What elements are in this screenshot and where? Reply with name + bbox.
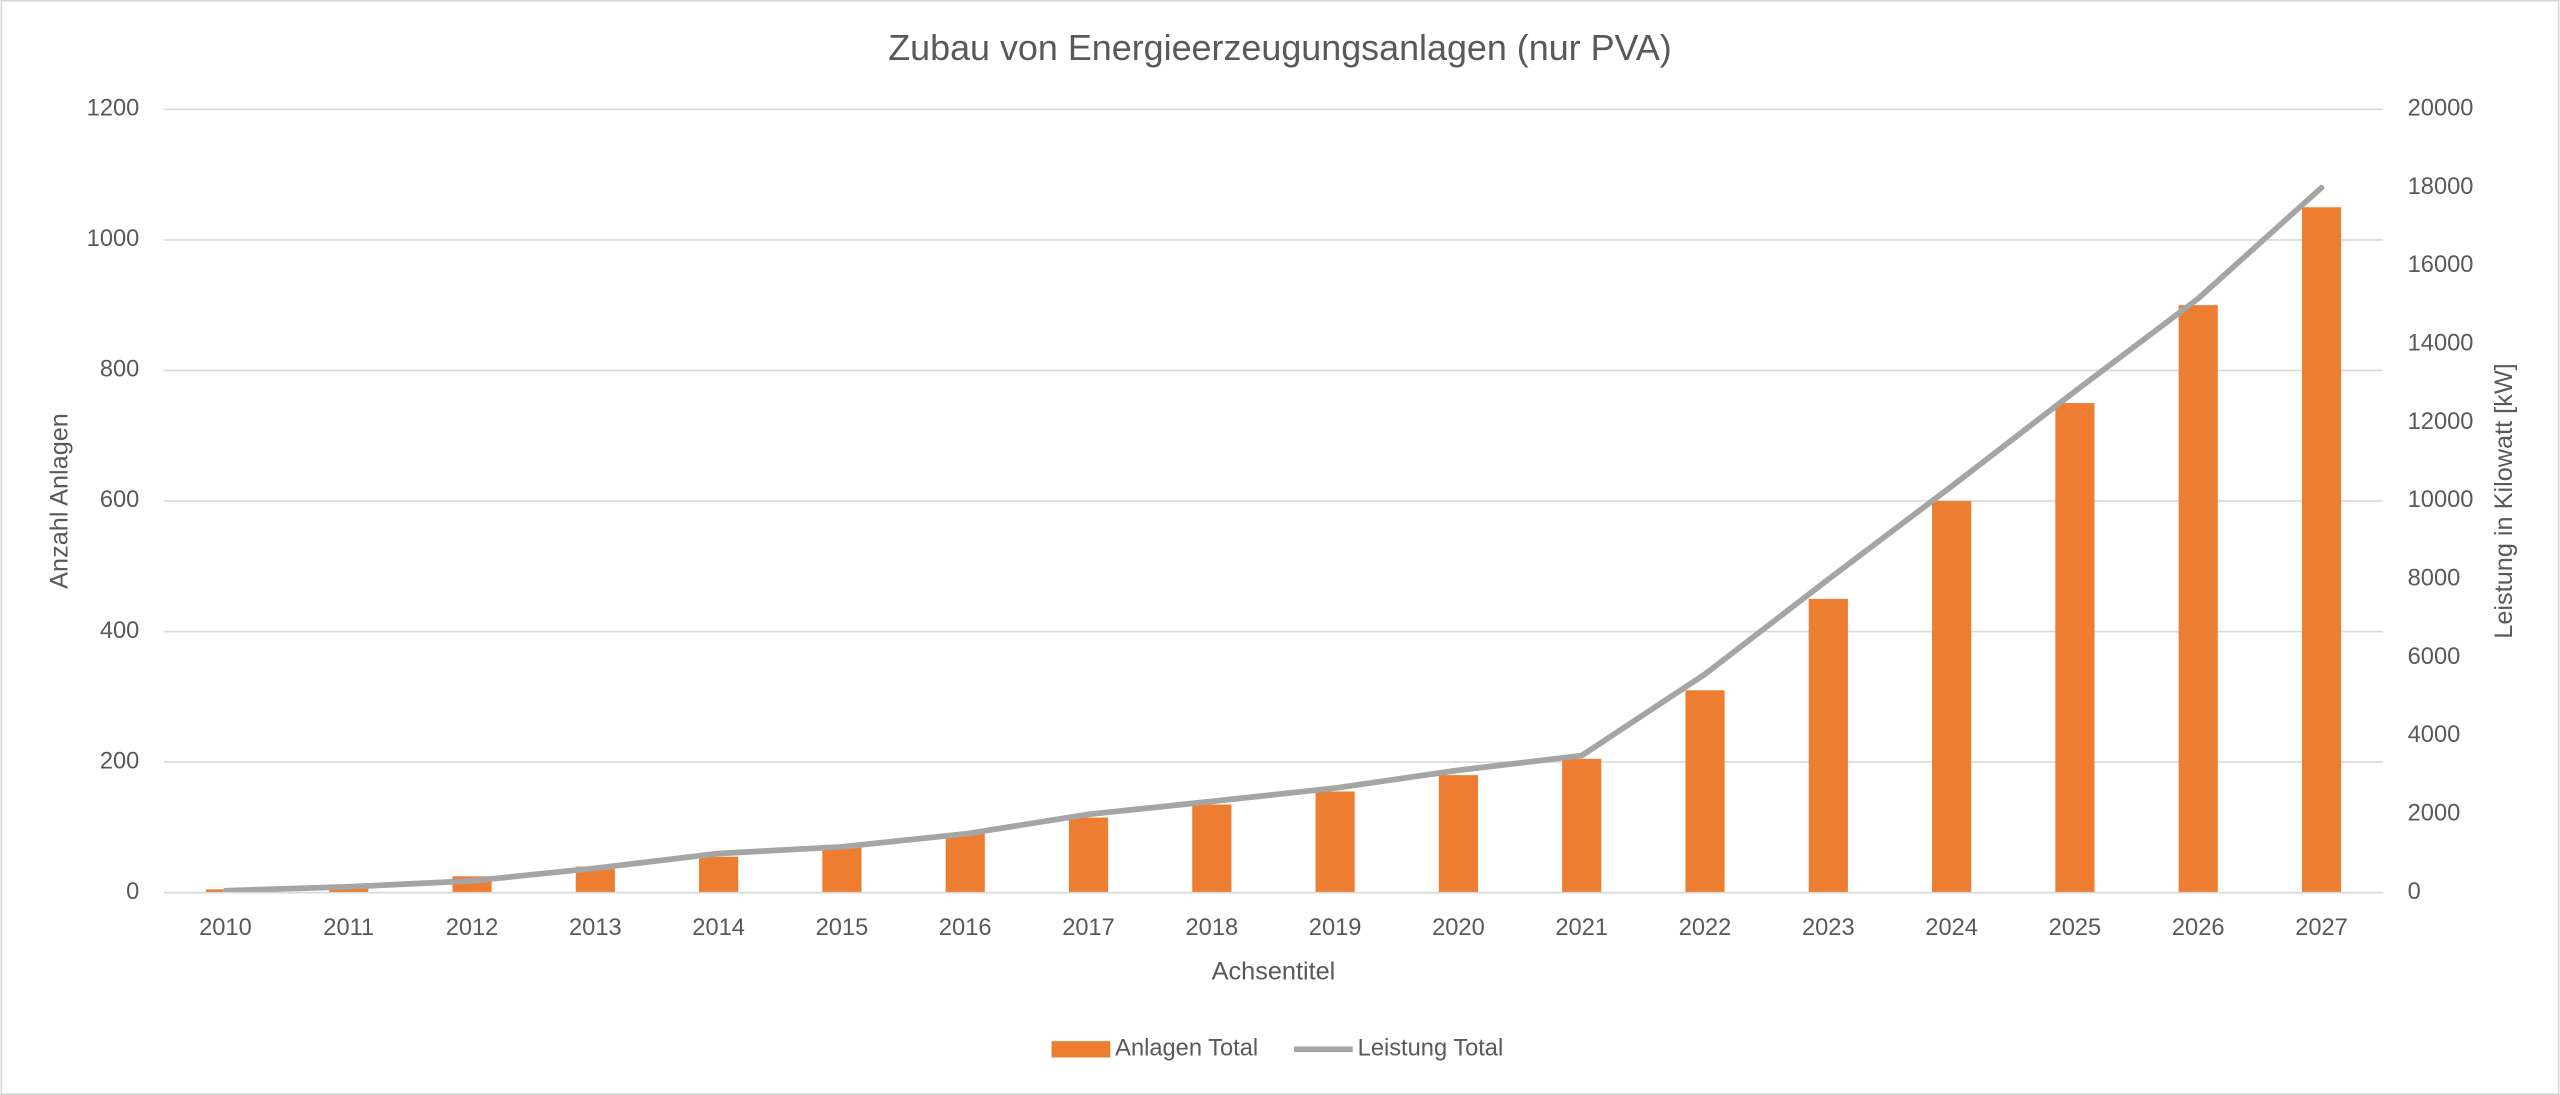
x-tick-label: 2011	[323, 915, 374, 941]
x-tick-label: 2013	[569, 915, 622, 941]
x-tick-label: 2014	[692, 915, 745, 941]
y2-tick-label: 18000	[2408, 174, 2474, 200]
y2-tick-label: 6000	[2408, 644, 2461, 670]
bar	[822, 846, 862, 893]
y2-tick-label: 20000	[2408, 96, 2474, 122]
x-tick-label: 2019	[1309, 915, 1362, 941]
y2-tick-label: 0	[2408, 879, 2421, 905]
x-tick-label: 2021	[1555, 915, 1608, 941]
y-tick-label: 200	[100, 748, 139, 774]
y2-tick-label: 4000	[2408, 722, 2461, 748]
bar	[2055, 403, 2095, 893]
x-tick-label: 2025	[2049, 915, 2102, 941]
x-tick-label: 2024	[1925, 915, 1978, 941]
y2-axis-title: Leistung in Kilowatt [kW]	[2490, 363, 2518, 638]
x-tick-label: 2020	[1432, 915, 1485, 941]
bar	[1685, 690, 1725, 893]
x-tick-label: 2023	[1802, 915, 1855, 941]
bar	[1438, 775, 1479, 893]
y-tick-label: 600	[100, 487, 139, 513]
bar	[2301, 207, 2342, 893]
y-axis-title: Anzahl Anlagen	[46, 413, 74, 589]
y-tick-label: 400	[100, 618, 139, 644]
bar	[1808, 598, 1848, 893]
bar	[1315, 791, 1355, 893]
bar	[1192, 804, 1232, 893]
chart-title: Zubau von Energieerzeugungsanlagen (nur …	[888, 28, 1671, 68]
x-tick-label: 2022	[1679, 915, 1732, 941]
bar	[945, 833, 985, 893]
legend-label: Leistung Total	[1358, 1036, 1504, 1062]
bar	[1562, 758, 1602, 893]
bar	[1932, 500, 1972, 893]
y2-tick-label: 14000	[2408, 331, 2474, 357]
bar	[1068, 817, 1109, 893]
y2-tick-label: 8000	[2408, 566, 2461, 592]
x-tick-label: 2012	[446, 915, 499, 941]
x-tick-label: 2015	[816, 915, 869, 941]
x-tick-label: 2016	[939, 915, 992, 941]
bar	[2178, 305, 2218, 893]
x-tick-label: 2010	[199, 915, 252, 941]
y2-tick-label: 10000	[2408, 487, 2474, 513]
x-tick-label: 2027	[2295, 915, 2348, 941]
y2-tick-label: 2000	[2408, 801, 2461, 827]
bar	[699, 856, 739, 893]
y-tick-label: 800	[100, 357, 139, 383]
y2-tick-label: 16000	[2408, 252, 2474, 278]
y-tick-label: 0	[126, 879, 139, 905]
y-tick-label: 1000	[87, 226, 140, 252]
legend-swatch	[1051, 1041, 1111, 1058]
y2-tick-label: 12000	[2408, 409, 2474, 435]
x-axis-title: Achsentitel	[1212, 957, 1336, 985]
x-tick-label: 2017	[1062, 915, 1115, 941]
y-tick-label: 1200	[87, 96, 140, 122]
x-tick-label: 2018	[1186, 915, 1239, 941]
x-tick-label: 2026	[2172, 915, 2225, 941]
legend-label: Anlagen Total	[1115, 1036, 1258, 1062]
line	[222, 184, 2325, 894]
